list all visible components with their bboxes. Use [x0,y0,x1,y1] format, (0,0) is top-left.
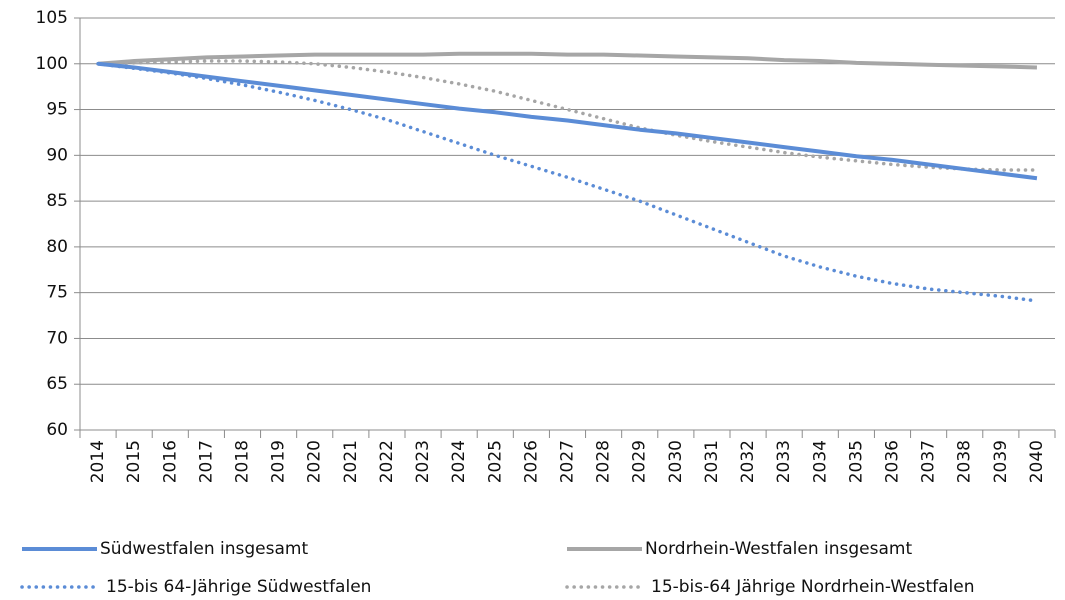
x-tick-label: 2019 [269,440,289,483]
series-line [97,61,1038,181]
x-tick-label: 2021 [341,440,361,483]
x-tick-label: 2018 [233,440,253,483]
x-tick-label: 2027 [558,440,578,483]
x-tick-label: 2032 [738,440,758,483]
series-line [97,51,1037,70]
x-tick-label: 2040 [1027,440,1047,483]
x-tick-label: 2022 [377,440,397,483]
series-line [96,62,1039,303]
y-tick-label: 100 [36,54,68,74]
x-tick-label: 2026 [521,440,541,483]
y-tick-label: 80 [46,237,68,257]
series-line [96,59,1039,172]
x-tick-label: 2014 [88,440,108,483]
x-tick-label: 2015 [124,440,144,483]
legend-label: 15-bis-64 Jährige Nordrhein-Westfalen [651,577,975,597]
y-tick-label: 60 [46,420,68,440]
x-tick-label: 2030 [666,440,686,483]
y-tick-label: 70 [46,328,68,348]
x-tick-label: 2024 [449,440,469,483]
x-tick-label: 2031 [702,440,722,483]
x-tick-label: 2039 [991,440,1011,483]
legend-label: Nordrhein-Westfalen insgesamt [645,539,912,559]
x-tick-label: 2023 [413,440,433,483]
x-tick-label: 2035 [846,440,866,483]
legend-label: Südwestfalen insgesamt [100,539,308,559]
x-tick-label: 2017 [196,440,216,483]
x-tick-label: 2016 [160,440,180,483]
x-tick-label: 2038 [955,440,975,483]
y-tick-label: 65 [46,374,68,394]
y-tick-label: 85 [46,191,68,211]
x-tick-label: 2028 [594,440,614,483]
x-tick-label: 2033 [774,440,794,483]
y-tick-label: 105 [36,8,68,28]
x-tick-label: 2025 [485,440,505,483]
y-tick-label: 75 [46,283,68,303]
x-tick-label: 2037 [919,440,939,483]
x-tick-label: 2036 [883,440,903,483]
x-tick-label: 2029 [630,440,650,483]
y-tick-label: 95 [46,100,68,120]
y-tick-label: 90 [46,145,68,165]
x-tick-label: 2020 [305,440,325,483]
legend-label: 15-bis 64-Jährige Südwestfalen [106,577,371,597]
x-tick-label: 2034 [810,440,830,483]
